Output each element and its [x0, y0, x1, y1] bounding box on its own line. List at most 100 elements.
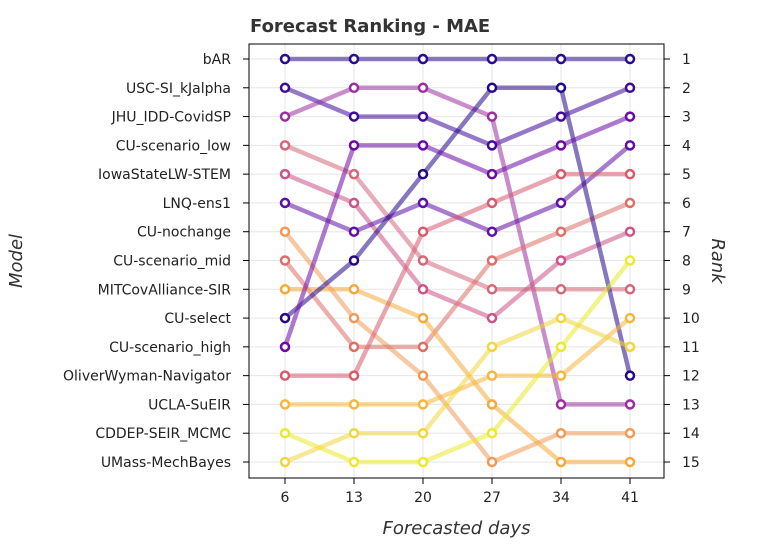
series-point	[624, 53, 636, 65]
series-point	[624, 456, 636, 468]
series-point	[279, 255, 291, 266]
series-point	[624, 427, 636, 439]
series-point	[417, 197, 429, 209]
chart-title: Forecast Ranking - MAE	[250, 16, 490, 37]
series-point	[624, 111, 636, 122]
series-point	[624, 284, 636, 295]
series-point	[486, 341, 498, 353]
series-point	[624, 255, 636, 266]
series-point	[348, 399, 360, 410]
series-layer	[279, 53, 636, 468]
series-line	[282, 315, 633, 465]
series-point	[555, 312, 567, 324]
series-point	[624, 370, 636, 381]
series-point	[279, 284, 291, 295]
y-axis-label-right: Rank	[707, 238, 728, 285]
rank-tick-label: 3	[682, 110, 691, 126]
series-point	[555, 168, 567, 180]
series-point	[555, 197, 567, 209]
y-tick-label: CDDEP-SEIR_MCMC	[95, 426, 231, 442]
rank-tick-label: 2	[682, 81, 691, 97]
series-point	[624, 197, 636, 209]
y-tick-label: IowaStateLW-STEM	[98, 167, 231, 183]
y-tick-label: CU-scenario_high	[109, 340, 231, 356]
series-point	[555, 456, 567, 468]
series-point	[417, 341, 429, 353]
series-line	[282, 229, 633, 465]
series-point	[624, 168, 636, 180]
rank-tick-label: 4	[682, 138, 691, 154]
series-point	[348, 284, 360, 295]
x-axis-label: Forecasted days	[383, 518, 531, 539]
series-point	[279, 456, 291, 468]
y-tick-label: MITCovAlliance-SIR	[98, 282, 232, 298]
x-tick-label: 41	[621, 490, 639, 506]
y-tick-label: CU-select	[164, 311, 231, 327]
series-point	[486, 284, 498, 295]
series-line	[282, 258, 633, 465]
series-point	[279, 111, 291, 122]
series-point	[486, 456, 498, 468]
x-tick-label: 20	[414, 490, 432, 506]
y-axis-label-left: Model	[6, 234, 27, 288]
y-tick-label: OliverWyman-Navigator	[63, 369, 231, 385]
rank-tick-label: 15	[682, 455, 700, 471]
series-point	[624, 140, 636, 151]
series-point	[279, 370, 291, 381]
series-point	[417, 370, 429, 381]
series-point	[486, 140, 498, 151]
rank-tick-label: 6	[682, 196, 691, 212]
series-point	[486, 82, 498, 94]
x-tick-label: 13	[345, 490, 363, 506]
series-point	[486, 197, 498, 209]
series-point	[624, 226, 636, 237]
series-point	[486, 255, 498, 266]
series-line	[282, 85, 633, 407]
series-point	[555, 255, 567, 266]
series-point	[417, 427, 429, 439]
series-line	[282, 287, 633, 465]
series-point	[348, 111, 360, 122]
series-point	[555, 53, 567, 65]
y-tick-label: CU-nochange	[137, 225, 231, 241]
series-line	[282, 171, 633, 378]
rank-tick-label: 7	[682, 225, 691, 241]
series-point	[417, 82, 429, 94]
series-point	[417, 255, 429, 266]
series-point	[417, 168, 429, 180]
series-point	[417, 399, 429, 410]
y-tick-label: UCLA-SuEIR	[148, 397, 231, 413]
series-point	[555, 82, 567, 94]
x-tick-label: 6	[281, 490, 290, 506]
y-tick-label: UMass-MechBayes	[101, 455, 231, 471]
rank-tick-label: 11	[682, 340, 700, 356]
series-point	[555, 427, 567, 439]
series-point	[486, 370, 498, 381]
series-point	[279, 53, 291, 65]
series-point	[486, 226, 498, 237]
rank-tick-label: 12	[682, 369, 700, 385]
y-tick-label: CU-scenario_low	[116, 138, 231, 154]
series-line	[282, 200, 633, 350]
series-point	[348, 427, 360, 439]
series-point	[555, 370, 567, 381]
series-point	[348, 168, 360, 180]
series-point	[417, 226, 429, 237]
series-point	[555, 399, 567, 410]
rank-tick-label: 14	[682, 426, 700, 442]
series-line	[282, 143, 633, 292]
x-tick-label: 34	[552, 490, 570, 506]
series-point	[279, 226, 291, 237]
series-point	[417, 53, 429, 65]
series-point	[624, 82, 636, 94]
series-point	[348, 370, 360, 381]
series-point	[417, 140, 429, 151]
series-point	[348, 456, 360, 468]
series-point	[417, 456, 429, 468]
series-point	[279, 140, 291, 151]
y-tick-label: JHU_IDD-CovidSP	[111, 110, 231, 126]
axes-layer: bAR USC-SI_kJalpha JHU_IDD-CovidSP CU-scena…	[63, 52, 700, 506]
series-point	[486, 111, 498, 122]
series-point	[348, 255, 360, 266]
series-point	[624, 312, 636, 324]
